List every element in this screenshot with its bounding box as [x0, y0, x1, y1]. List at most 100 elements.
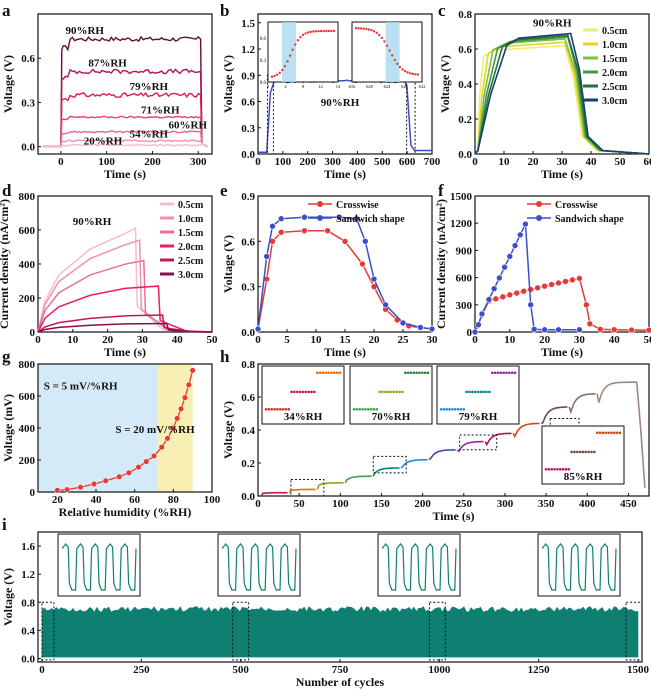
inset-point-h-0-19 — [318, 371, 322, 375]
series-b-voltage — [258, 79, 432, 154]
inset-point-h-0-11 — [296, 390, 299, 394]
panel-label-b: b — [220, 1, 229, 20]
inset-point-h-2-0 — [439, 408, 443, 411]
inset-point-h-2-25 — [510, 371, 514, 375]
x-tick-label-d-2: 20 — [102, 334, 114, 346]
legend-label-c-5: 3.0cm — [602, 96, 628, 107]
inset-point-b-1-1 — [357, 27, 360, 30]
y-tick-label-i-0: 0.0 — [21, 653, 35, 665]
inset-tick-b-0-0: 0 — [267, 84, 270, 89]
inset-point-h-2-16 — [485, 390, 488, 394]
inset-point-b-0-16 — [312, 30, 315, 33]
inset-trace-i-0 — [61, 543, 137, 591]
inset-point-b-1-0 — [354, 26, 358, 30]
legend-label-e-1: Sandwich shape — [336, 214, 405, 225]
inset-i-2 — [377, 533, 461, 597]
x-tick-label-i-2: 500 — [232, 664, 249, 676]
inset-point-h-2-2 — [445, 408, 448, 411]
inset-point-h-2-4 — [451, 408, 454, 411]
legend-marker-f-0 — [536, 201, 542, 207]
chart-f: 0 10 20 30 40 50 0 300 600 900 1200 1500 Time (s) Cur… — [434, 191, 651, 359]
x-tick-label-h-3: 150 — [373, 498, 390, 510]
x-tick-label-g-2: 60 — [129, 494, 141, 506]
inset-point-h-0-23 — [330, 371, 333, 375]
inset-point-h-0-6 — [281, 408, 285, 411]
y-tick-label-b-1: 0.3 — [241, 123, 255, 135]
inset-point-h-3-11 — [576, 450, 579, 454]
point-e-1-3 — [277, 215, 285, 222]
point-g-16 — [185, 381, 192, 388]
x-axis-label-e: Time (s) — [324, 345, 366, 359]
x-tick-label-e-5: 25 — [398, 334, 410, 346]
point-f-1-13 — [541, 326, 548, 334]
x-tick-label-h-2: 100 — [332, 498, 349, 510]
x-tick-label-c-0: 0 — [472, 156, 478, 168]
band-i — [41, 606, 639, 658]
point-e-1-7 — [361, 238, 369, 245]
y-tick-label-c-0: 0.0 — [458, 149, 472, 161]
x-tick-label-e-4: 20 — [369, 334, 381, 346]
inset-point-h-1-26 — [426, 371, 430, 375]
point-g-3 — [91, 480, 98, 488]
x-tick-label-b-4: 400 — [349, 156, 366, 168]
point-g-13 — [174, 415, 181, 422]
zoom-box-h-0 — [290, 479, 325, 497]
inset-highlight-b-0 — [282, 22, 296, 82]
x-tick-label-g-4: 100 — [204, 494, 221, 506]
inset-frame-h-1 — [349, 365, 433, 425]
inset-point-h-3-14 — [584, 450, 588, 454]
point-g-12 — [170, 424, 177, 432]
point-e-1-12 — [428, 325, 436, 333]
x-tick-label-a-1: 100 — [98, 156, 115, 168]
plot-frame-a — [37, 13, 213, 155]
panel-label-h: h — [220, 347, 230, 366]
inset-point-b-1-8 — [375, 31, 378, 35]
inset-point-h-3-23 — [610, 431, 613, 435]
inset-h-2: 79%RH — [436, 365, 520, 425]
panel-label-e: e — [220, 181, 228, 200]
point-f-1-3 — [485, 296, 493, 303]
inset-point-h-1-23 — [418, 371, 421, 375]
x-tick-label-h-8: 400 — [579, 498, 596, 510]
inset-point-h-1-2 — [358, 408, 361, 411]
inset-point-h-1-10 — [381, 390, 384, 394]
inset-point-h-3-0 — [544, 468, 548, 471]
series-a-3 — [42, 115, 208, 148]
point-f-1-6 — [501, 263, 508, 271]
x-tick-label-i-3: 750 — [332, 664, 349, 676]
y-axis-label-e: Voltage (V) — [221, 235, 235, 293]
panel-label-d: d — [2, 181, 12, 200]
inset-point-h-0-0 — [264, 408, 268, 411]
series-label-a-5: 54%RH — [130, 128, 169, 140]
point-e-1-9 — [382, 301, 389, 309]
inset-h-0: 34%RH — [261, 365, 345, 425]
y-tick-label-f-3: 900 — [456, 245, 473, 257]
inset-point-h-0-17 — [313, 390, 316, 394]
series-label-a-2: 79%RH — [130, 81, 169, 93]
point-f-0-10 — [541, 282, 548, 290]
y-tick-label-h-0: 0.0 — [241, 491, 255, 503]
x-tick-label-h-9: 450 — [620, 498, 637, 510]
inset-point-h-3-3 — [553, 468, 556, 471]
point-g-8 — [143, 458, 150, 465]
inset-point-h-0-15 — [307, 390, 310, 394]
point-f-0-8 — [527, 286, 534, 293]
y-tick-label-f-5: 1500 — [450, 191, 473, 203]
inset-point-h-0-9 — [290, 390, 293, 394]
inset-point-h-2-1 — [442, 408, 446, 411]
step-series-h-6 — [428, 449, 456, 461]
inset-ytick-b-1: 0.3 — [260, 59, 267, 64]
inset-point-b-1-20 — [406, 71, 409, 74]
y-tick-label-e-1: 0.3 — [241, 282, 255, 294]
series-label-a-4: 60%RH — [169, 119, 208, 131]
inset-point-h-1-16 — [398, 390, 401, 394]
y-tick-label-d-1: 200 — [19, 293, 36, 305]
point-f-0-15 — [576, 275, 583, 282]
y-tick-label-h-1: 0.2 — [241, 458, 255, 470]
y-tick-label-c-2: 0.4 — [458, 79, 472, 91]
point-f-0-4 — [499, 293, 507, 301]
x-tick-label-d-3: 30 — [137, 334, 149, 346]
inset-point-h-3-1 — [547, 468, 551, 471]
inset-point-b-1-4 — [365, 27, 368, 31]
inset-point-h-2-3 — [448, 408, 451, 411]
